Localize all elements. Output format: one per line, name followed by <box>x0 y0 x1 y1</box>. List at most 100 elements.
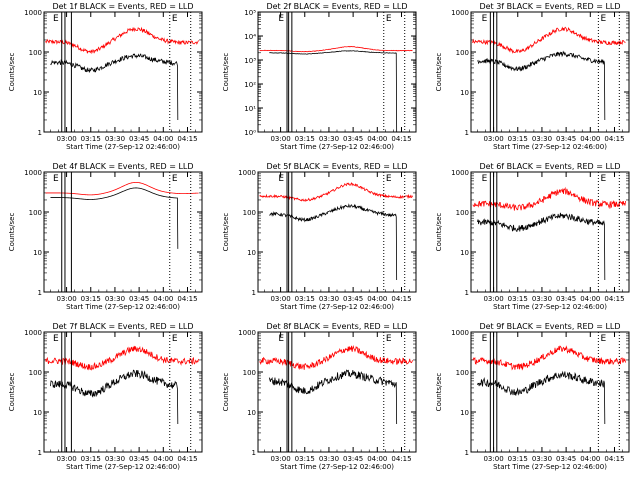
x-tick-label: 03:45 <box>343 295 363 303</box>
x-tick-label: 03:30 <box>319 455 339 463</box>
y-tick-label: 1000 <box>451 329 469 337</box>
panel-title: Det 5f BLACK = Events, RED = LLD <box>266 162 407 171</box>
y-tick-label: 10³ <box>244 57 256 65</box>
y-axis-label: Counts/sec <box>435 213 443 252</box>
lld-series-line <box>45 26 199 55</box>
panel-det-1: Det 1f BLACK = Events, RED = LLD 1 10 100 10… <box>8 2 203 151</box>
y-axis-label: Counts/sec <box>435 373 443 412</box>
x-tick-label: 03:15 <box>508 135 528 143</box>
x-tick-label: 03:30 <box>532 295 552 303</box>
x-axis-label: Start Time (27-Sep-12 02:46:00) <box>493 303 607 311</box>
lld-series-line <box>472 186 626 211</box>
x-tick-label: 04:15 <box>177 295 197 303</box>
events-series-line <box>477 370 606 425</box>
events-series-line <box>477 212 606 280</box>
x-tick-label: 03:00 <box>56 295 76 303</box>
marker-label: E <box>172 14 178 24</box>
marker-label: E <box>53 14 59 24</box>
x-tick-label: 03:45 <box>556 295 576 303</box>
x-tick-label: 04:15 <box>604 295 624 303</box>
panel-title: Det 4f BLACK = Events, RED = LLD <box>52 162 193 171</box>
y-tick-label: 100 <box>29 209 42 217</box>
y-tick-label: 10⁰ <box>244 129 256 137</box>
panel-det-9: Det 9f BLACK = Events, RED = LLD 1 10 100 10… <box>435 322 630 471</box>
plot-frame <box>470 171 630 293</box>
y-axis-label: Counts/sec <box>222 213 230 252</box>
events-series-line <box>50 369 179 425</box>
x-axis-label: Start Time (27-Sep-12 02:46:00) <box>280 143 394 151</box>
y-tick-label: 10 <box>33 249 42 257</box>
x-tick-label: 03:45 <box>556 135 576 143</box>
marker-label: E <box>482 334 488 344</box>
y-tick-label: 10² <box>244 81 256 89</box>
lld-series-line <box>45 345 199 371</box>
lld-series-line <box>472 345 626 371</box>
x-tick-label: 03:00 <box>483 455 503 463</box>
x-tick-label: 03:15 <box>295 295 315 303</box>
y-tick-label: 1 <box>252 449 256 457</box>
lld-series-line <box>45 181 199 196</box>
y-tick-label: 1000 <box>24 169 42 177</box>
y-axis-label: Counts/sec <box>8 373 16 412</box>
y-tick-label: 10¹ <box>244 105 256 113</box>
x-axis-label: Start Time (27-Sep-12 02:46:00) <box>280 303 394 311</box>
x-tick-label: 04:15 <box>177 135 197 143</box>
y-tick-label: 1000 <box>451 169 469 177</box>
plot-frame <box>257 11 417 133</box>
y-axis-label: Counts/sec <box>8 53 16 92</box>
y-tick-label: 1000 <box>24 9 42 17</box>
marker-label: E <box>172 174 178 184</box>
x-axis-label: Start Time (27-Sep-12 02:46:00) <box>66 303 180 311</box>
x-axis-label: Start Time (27-Sep-12 02:46:00) <box>493 143 607 151</box>
marker-label: E <box>53 174 59 184</box>
panel-title: Det 8f BLACK = Events, RED = LLD <box>266 322 407 331</box>
y-tick-label: 100 <box>243 209 256 217</box>
y-tick-label: 1000 <box>238 169 256 177</box>
y-tick-label: 100 <box>29 369 42 377</box>
marker-label: E <box>278 174 284 184</box>
events-series-line <box>268 369 398 425</box>
events-series-line <box>269 50 398 133</box>
x-tick-label: 04:00 <box>367 455 387 463</box>
x-tick-label: 03:15 <box>81 455 101 463</box>
panel-det-8: Det 8f BLACK = Events, RED = LLD 1 10 100 10… <box>222 322 417 471</box>
x-tick-label: 03:15 <box>508 455 528 463</box>
y-tick-label: 1 <box>252 289 256 297</box>
panel-det-3: Det 3f BLACK = Events, RED = LLD 1 10 100 10… <box>435 2 630 151</box>
lld-series-line <box>259 182 413 203</box>
panel-det-4: Det 4f BLACK = Events, RED = LLD 1 10 100 10… <box>8 162 203 311</box>
marker-label: E <box>601 14 607 24</box>
plot-frame <box>257 331 417 453</box>
lld-series-line <box>259 345 413 371</box>
y-tick-label: 100 <box>29 49 42 57</box>
y-tick-label: 10 <box>460 249 469 257</box>
x-tick-label: 04:15 <box>604 455 624 463</box>
x-tick-label: 04:00 <box>153 295 173 303</box>
panel-title: Det 1f BLACK = Events, RED = LLD <box>52 2 193 11</box>
x-tick-label: 04:15 <box>391 135 411 143</box>
marker-label: E <box>601 174 607 184</box>
marker-label: E <box>482 14 488 24</box>
events-series-line <box>50 53 179 120</box>
events-series-line <box>269 203 398 280</box>
x-tick-label: 04:15 <box>177 455 197 463</box>
y-tick-label: 1000 <box>451 9 469 17</box>
marker-label: E <box>278 334 284 344</box>
marker-label: E <box>172 334 178 344</box>
plot-frame <box>470 11 630 133</box>
x-axis-label: Start Time (27-Sep-12 02:46:00) <box>66 463 180 471</box>
plot-frame <box>43 11 203 133</box>
x-tick-label: 03:45 <box>129 295 149 303</box>
marker-label: E <box>482 174 488 184</box>
marker-label: E <box>386 14 392 24</box>
panel-title: Det 9f BLACK = Events, RED = LLD <box>479 322 620 331</box>
x-tick-label: 04:15 <box>391 455 411 463</box>
x-tick-label: 03:30 <box>532 135 552 143</box>
x-tick-label: 03:30 <box>319 135 339 143</box>
panel-det-2: Det 2f BLACK = Events, RED = LLD 10⁰ 10¹ 10… <box>222 2 417 151</box>
panel-title: Det 3f BLACK = Events, RED = LLD <box>479 2 620 11</box>
y-tick-label: 100 <box>243 369 256 377</box>
y-tick-label: 10 <box>33 409 42 417</box>
x-tick-label: 04:00 <box>367 135 387 143</box>
